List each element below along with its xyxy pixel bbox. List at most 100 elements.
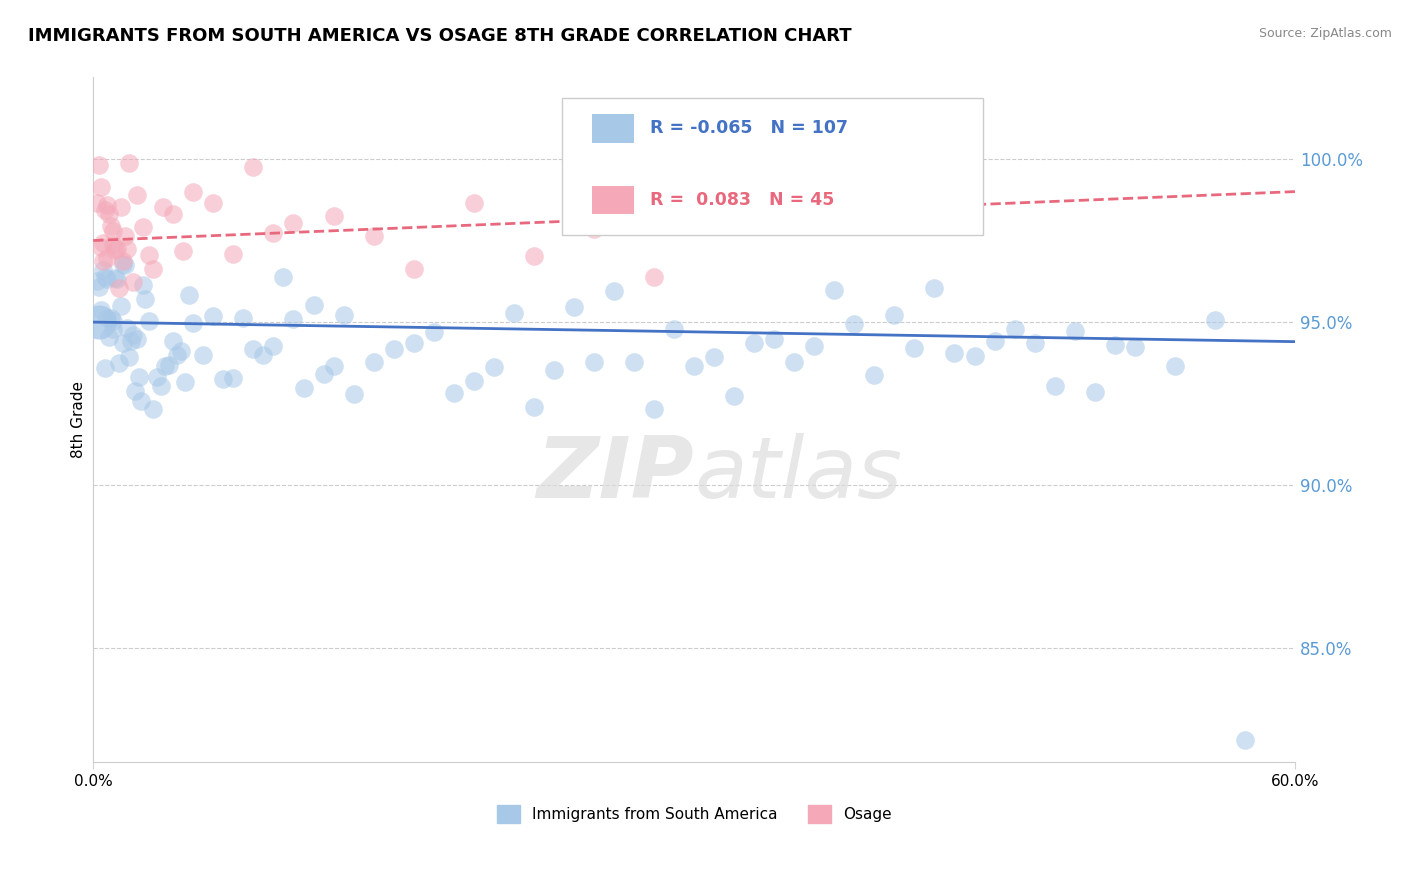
Point — [582, 355, 605, 369]
Point — [523, 400, 546, 414]
Point — [1043, 379, 1066, 393]
Point — [122, 328, 145, 343]
Point — [683, 359, 706, 373]
Point — [1164, 359, 1187, 373]
Point — [110, 200, 132, 214]
Point — [262, 226, 284, 240]
FancyBboxPatch shape — [562, 98, 983, 235]
Point — [582, 221, 605, 235]
Point — [103, 314, 125, 328]
Point — [683, 212, 706, 227]
Point — [983, 334, 1005, 348]
Point — [312, 367, 335, 381]
Point — [118, 350, 141, 364]
Point — [823, 283, 845, 297]
Point — [322, 359, 344, 374]
Point — [132, 220, 155, 235]
Point — [86, 274, 108, 288]
Point — [332, 308, 354, 322]
Point — [155, 359, 177, 374]
Point — [222, 371, 245, 385]
Text: IMMIGRANTS FROM SOUTH AMERICA VS OSAGE 8TH GRADE CORRELATION CHART: IMMIGRANTS FROM SOUTH AMERICA VS OSAGE 8… — [28, 27, 852, 45]
Point — [202, 310, 225, 324]
Point — [96, 197, 118, 211]
Point — [463, 374, 485, 388]
Point — [128, 370, 150, 384]
Point — [422, 325, 444, 339]
Point — [402, 262, 425, 277]
Legend: Immigrants from South America, Osage: Immigrants from South America, Osage — [496, 805, 891, 823]
Point — [382, 342, 405, 356]
Point — [963, 349, 986, 363]
Point — [104, 271, 127, 285]
Point — [124, 384, 146, 398]
Point — [262, 339, 284, 353]
Point — [112, 257, 135, 271]
Point — [146, 370, 169, 384]
Point — [943, 346, 966, 360]
Point — [662, 322, 685, 336]
Point — [98, 207, 121, 221]
Point — [1204, 313, 1226, 327]
Point — [89, 280, 111, 294]
Point — [232, 310, 254, 325]
Point — [90, 302, 112, 317]
Point — [103, 224, 125, 238]
Point — [179, 287, 201, 301]
Point — [342, 386, 364, 401]
Point — [90, 240, 112, 254]
Y-axis label: 8th Grade: 8th Grade — [72, 382, 86, 458]
Point — [94, 203, 117, 218]
Point — [114, 229, 136, 244]
Point — [112, 254, 135, 268]
Point — [543, 363, 565, 377]
Point — [283, 312, 305, 326]
Point — [94, 361, 117, 376]
FancyBboxPatch shape — [592, 186, 634, 214]
Point — [105, 271, 128, 285]
Point — [603, 284, 626, 298]
Point — [242, 160, 264, 174]
Point — [127, 188, 149, 202]
FancyBboxPatch shape — [592, 114, 634, 143]
Point — [883, 308, 905, 322]
Point — [174, 375, 197, 389]
Point — [86, 196, 108, 211]
Point — [112, 335, 135, 350]
Point — [252, 348, 274, 362]
Point — [1084, 385, 1107, 400]
Point — [1063, 324, 1085, 338]
Point — [1004, 322, 1026, 336]
Point — [924, 281, 946, 295]
Point — [643, 270, 665, 285]
Point — [96, 311, 118, 326]
Point — [89, 158, 111, 172]
Point — [562, 301, 585, 315]
Point — [138, 314, 160, 328]
Point — [103, 238, 125, 252]
Point — [742, 336, 765, 351]
Point — [110, 300, 132, 314]
Point — [623, 355, 645, 369]
Point — [1123, 340, 1146, 354]
Point — [723, 205, 745, 219]
Point — [170, 344, 193, 359]
Point — [183, 316, 205, 330]
Point — [502, 306, 524, 320]
Point — [723, 389, 745, 403]
Point — [142, 262, 165, 277]
Point — [643, 402, 665, 417]
Point — [90, 179, 112, 194]
Point — [172, 244, 194, 258]
Point — [96, 251, 118, 265]
Point — [89, 315, 111, 329]
Point — [283, 216, 305, 230]
Point — [273, 269, 295, 284]
Point — [763, 194, 786, 208]
Point — [105, 242, 128, 256]
Point — [1233, 732, 1256, 747]
Point — [212, 371, 235, 385]
Point — [91, 263, 114, 277]
Point — [443, 386, 465, 401]
Point — [98, 329, 121, 343]
